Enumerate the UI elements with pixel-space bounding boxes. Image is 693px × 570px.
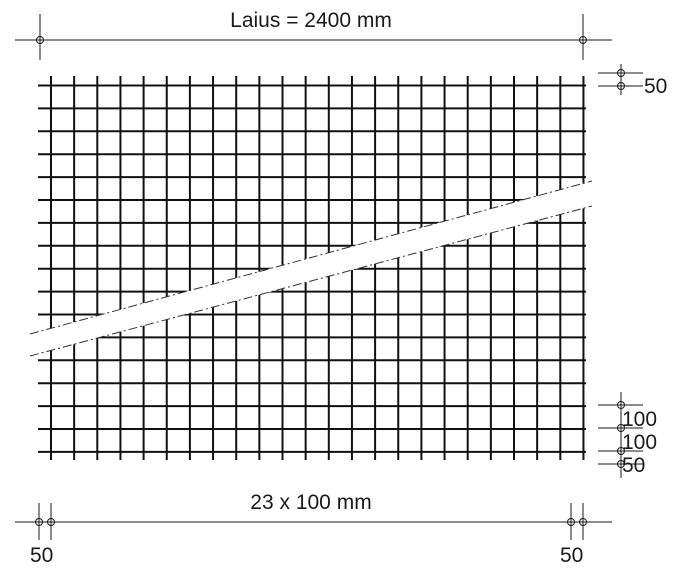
- right-bottom-dimension: 100 100 50: [598, 392, 657, 478]
- bottom-left-edge-label: 50: [30, 544, 53, 567]
- bottom-dimension: 23 x 100 mm 50 50: [15, 491, 612, 567]
- right-top-edge-label: 50: [644, 75, 667, 98]
- right-top-dimension: 50: [598, 64, 667, 98]
- cut-edge-lower: [29, 205, 593, 357]
- bottom-right-edge-label: 50: [560, 544, 583, 567]
- right-bottom-edge-label: 50: [622, 454, 645, 477]
- right-spacing-2-label: 100: [622, 431, 657, 454]
- cut-edge-upper: [29, 180, 593, 335]
- top-dimension-label: Laius = 2400 mm: [230, 9, 392, 32]
- bottom-dimension-label: 23 x 100 mm: [250, 491, 371, 514]
- top-dimension: Laius = 2400 mm: [15, 9, 612, 60]
- cut-band: [30, 181, 592, 356]
- right-spacing-1-label: 100: [622, 408, 657, 431]
